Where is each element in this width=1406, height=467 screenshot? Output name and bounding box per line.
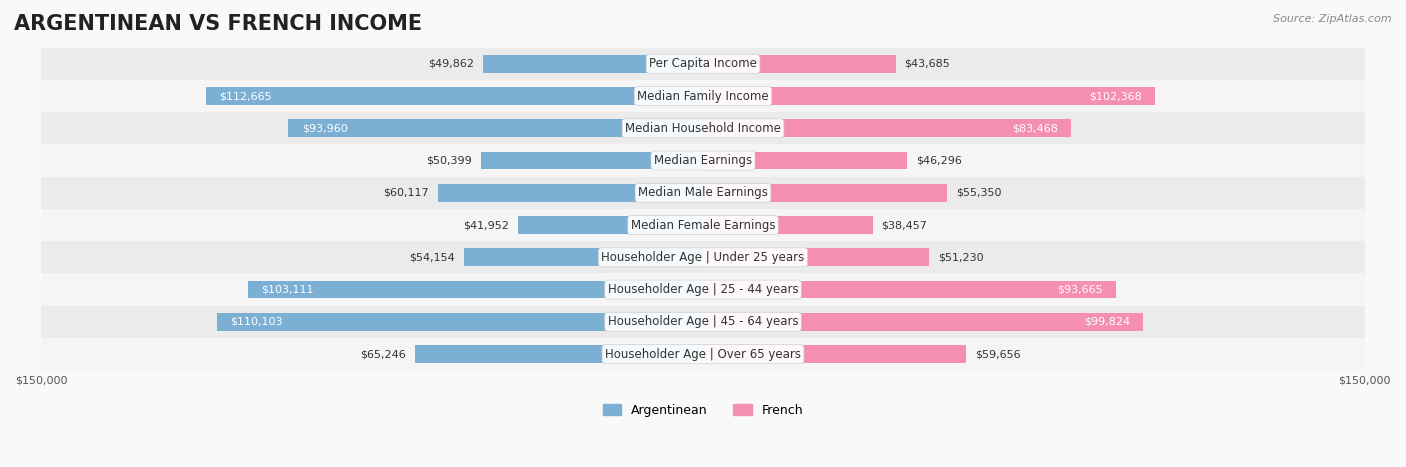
Text: $38,457: $38,457 (882, 220, 928, 230)
Text: Source: ZipAtlas.com: Source: ZipAtlas.com (1274, 14, 1392, 24)
FancyBboxPatch shape (41, 80, 1365, 112)
Bar (288, 120, 703, 137)
Text: $51,230: $51,230 (938, 252, 983, 262)
Bar (703, 248, 929, 266)
FancyBboxPatch shape (41, 112, 1365, 144)
Bar (703, 216, 873, 234)
Bar (205, 87, 703, 105)
Text: $46,296: $46,296 (917, 156, 962, 166)
Text: $102,368: $102,368 (1088, 91, 1142, 101)
Bar (703, 55, 896, 73)
Bar (517, 216, 703, 234)
FancyBboxPatch shape (41, 209, 1365, 241)
Text: $41,952: $41,952 (463, 220, 509, 230)
Text: Median Household Income: Median Household Income (626, 122, 780, 135)
Text: Median Female Earnings: Median Female Earnings (631, 219, 775, 232)
Text: Householder Age | 25 - 44 years: Householder Age | 25 - 44 years (607, 283, 799, 296)
FancyBboxPatch shape (41, 48, 1365, 80)
Legend: Argentinean, French: Argentinean, French (598, 399, 808, 422)
Text: $60,117: $60,117 (384, 188, 429, 198)
Text: $103,111: $103,111 (262, 284, 314, 295)
Bar (484, 55, 703, 73)
FancyBboxPatch shape (41, 306, 1365, 338)
Text: $43,685: $43,685 (904, 59, 950, 69)
Text: Householder Age | Under 25 years: Householder Age | Under 25 years (602, 251, 804, 264)
Bar (703, 152, 907, 170)
Text: $50,399: $50,399 (426, 156, 472, 166)
Text: $93,960: $93,960 (302, 123, 347, 133)
Text: $110,103: $110,103 (231, 317, 283, 327)
Text: $49,862: $49,862 (429, 59, 474, 69)
Text: $65,246: $65,246 (360, 349, 406, 359)
Text: $54,154: $54,154 (409, 252, 456, 262)
FancyBboxPatch shape (41, 144, 1365, 177)
Text: $112,665: $112,665 (219, 91, 271, 101)
Bar (415, 345, 703, 363)
Bar (703, 184, 948, 202)
Text: Median Earnings: Median Earnings (654, 154, 752, 167)
FancyBboxPatch shape (41, 274, 1365, 306)
Text: $99,824: $99,824 (1084, 317, 1130, 327)
Bar (481, 152, 703, 170)
FancyBboxPatch shape (41, 177, 1365, 209)
Text: Householder Age | 45 - 64 years: Householder Age | 45 - 64 years (607, 315, 799, 328)
Text: $59,656: $59,656 (974, 349, 1021, 359)
Bar (247, 281, 703, 298)
Bar (218, 313, 703, 331)
Bar (703, 120, 1071, 137)
Bar (703, 87, 1154, 105)
FancyBboxPatch shape (41, 241, 1365, 274)
Bar (437, 184, 703, 202)
Text: $93,665: $93,665 (1057, 284, 1102, 295)
Text: $83,468: $83,468 (1012, 123, 1057, 133)
Text: Householder Age | Over 65 years: Householder Age | Over 65 years (605, 347, 801, 361)
Text: $55,350: $55,350 (956, 188, 1001, 198)
Bar (464, 248, 703, 266)
Text: ARGENTINEAN VS FRENCH INCOME: ARGENTINEAN VS FRENCH INCOME (14, 14, 422, 34)
Bar (703, 281, 1116, 298)
Text: Per Capita Income: Per Capita Income (650, 57, 756, 71)
Text: Median Male Earnings: Median Male Earnings (638, 186, 768, 199)
Bar (703, 313, 1143, 331)
Text: Median Family Income: Median Family Income (637, 90, 769, 103)
FancyBboxPatch shape (41, 338, 1365, 370)
Bar (703, 345, 966, 363)
